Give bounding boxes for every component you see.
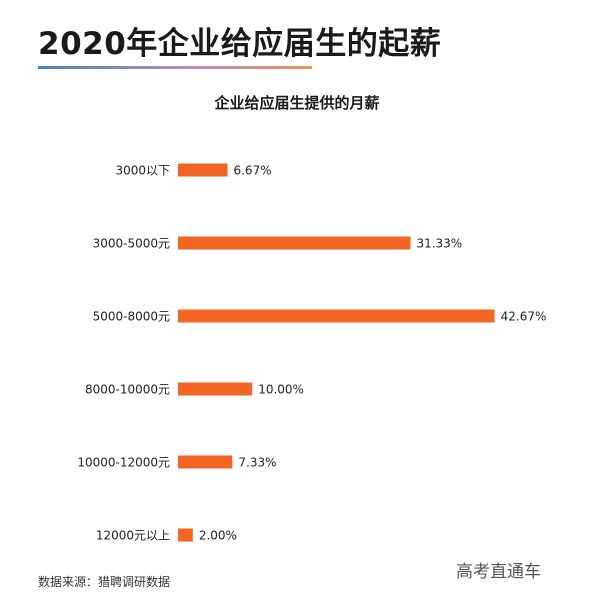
page-title: 2020年企业给应届生的起薪: [38, 26, 442, 62]
value-label: 6.67%: [233, 164, 271, 178]
category-label: 3000-5000元: [93, 237, 170, 251]
category-label: 3000以下: [115, 164, 170, 178]
bar: [178, 382, 253, 396]
value-label: 31.33%: [416, 237, 462, 251]
bar: [178, 455, 233, 469]
value-label: 2.00%: [199, 529, 237, 543]
data-source-note: 数据来源：猎聘调研数据: [38, 575, 171, 589]
value-label: 42.67%: [501, 310, 547, 324]
category-label: 8000-10000元: [85, 383, 170, 397]
bar: [178, 528, 193, 542]
category-label: 10000-12000元: [77, 456, 170, 470]
category-label: 5000-8000元: [93, 310, 170, 324]
bar: [178, 236, 411, 250]
bar: [178, 163, 228, 177]
chart-title: 企业给应届生提供的月薪: [214, 94, 380, 112]
title-underline: [38, 66, 312, 69]
value-label: 7.33%: [238, 456, 276, 470]
bar: [178, 309, 495, 323]
watermark-text: 高考直通车: [456, 562, 541, 582]
category-label: 12000元以上: [96, 529, 170, 543]
value-label: 10.00%: [258, 383, 304, 397]
